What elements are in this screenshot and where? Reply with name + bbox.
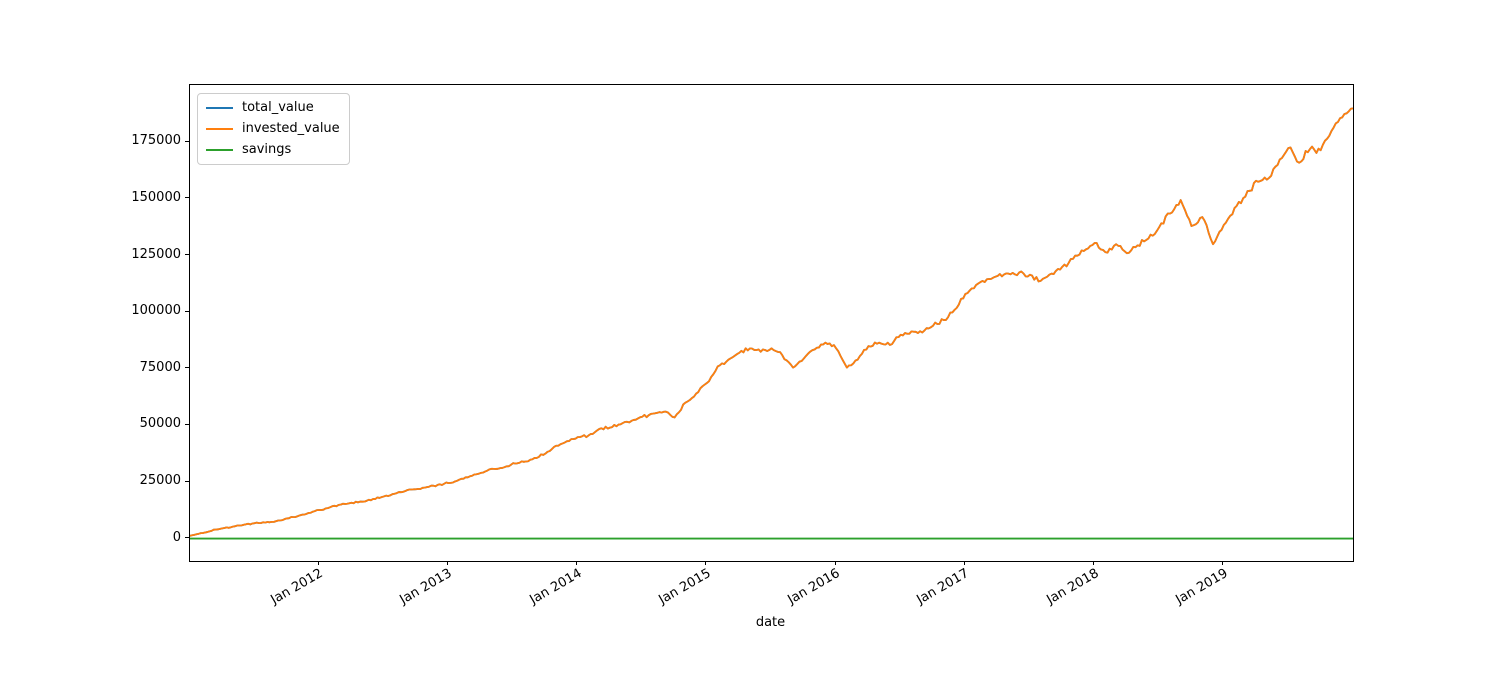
- y-tick-mark: [185, 537, 189, 539]
- y-tick-mark: [185, 310, 189, 312]
- series-plot-svg: [190, 107, 1353, 540]
- y-tick-mark: [185, 367, 189, 369]
- x-tick-mark: [576, 561, 578, 565]
- x-tick-mark: [446, 561, 448, 565]
- legend-entry-total-value: total_value: [206, 99, 340, 116]
- x-tick-mark: [963, 561, 965, 565]
- series-line-total_value: [190, 107, 1353, 537]
- y-tick-label: 175000: [131, 133, 181, 149]
- y-tick-label: 50000: [139, 416, 181, 432]
- x-tick-mark: [834, 561, 836, 565]
- y-tick-label: 75000: [139, 359, 181, 375]
- y-tick-label: 125000: [131, 246, 181, 262]
- legend-label-total-value: total_value: [242, 100, 314, 115]
- legend-entry-savings: savings: [206, 141, 340, 158]
- plot-area: total_value invested_value savings: [189, 84, 1354, 562]
- x-tick-label: Jan 2018: [1044, 566, 1102, 608]
- legend-label-invested-value: invested_value: [242, 121, 340, 136]
- y-tick-label: 0: [172, 529, 181, 545]
- y-tick-mark: [185, 197, 189, 199]
- y-tick-label: 100000: [131, 303, 181, 319]
- x-tick-label: Jan 2015: [656, 566, 714, 608]
- x-tick-mark: [317, 561, 319, 565]
- x-tick-label: Jan 2019: [1173, 566, 1231, 608]
- legend: total_value invested_value savings: [197, 93, 350, 165]
- y-tick-label: 150000: [131, 189, 181, 205]
- x-axis-title: date: [755, 615, 786, 630]
- series-line-invested_value: [190, 107, 1353, 537]
- y-tick-label: 25000: [139, 473, 181, 488]
- x-tick-label: Jan 2012: [268, 566, 326, 608]
- legend-swatch-invested-value: [206, 127, 233, 130]
- x-tick-label: Jan 2017: [914, 566, 972, 608]
- x-tick-label: Jan 2014: [527, 566, 585, 608]
- x-tick-mark: [1222, 561, 1224, 565]
- x-tick-label: Jan 2016: [785, 566, 843, 608]
- x-tick-mark: [705, 561, 707, 565]
- y-tick-mark: [185, 423, 189, 425]
- legend-swatch-savings: [206, 148, 233, 151]
- x-tick-mark: [1093, 561, 1095, 565]
- legend-label-savings: savings: [242, 142, 292, 157]
- y-tick-mark: [185, 254, 189, 255]
- x-tick-label: Jan 2013: [397, 566, 455, 608]
- y-tick-mark: [185, 140, 189, 142]
- legend-entry-invested-value: invested_value: [206, 120, 340, 137]
- y-tick-mark: [185, 480, 189, 482]
- legend-swatch-total-value: [206, 106, 233, 109]
